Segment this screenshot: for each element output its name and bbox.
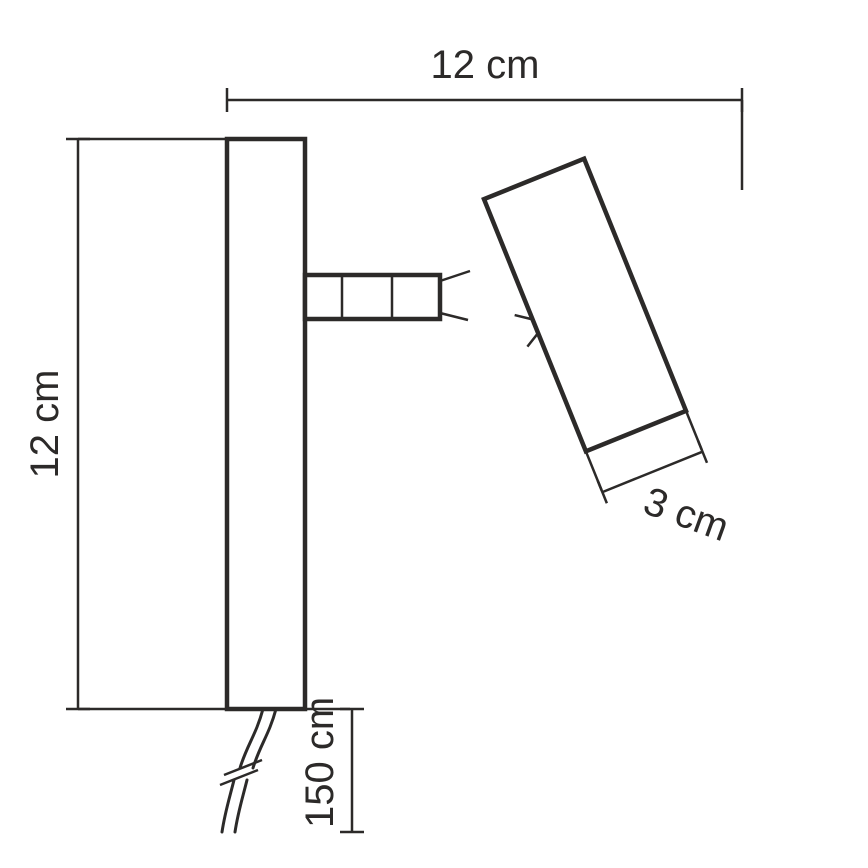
dim-width-label: 12 cm [431, 43, 540, 87]
arm [305, 275, 440, 319]
lamp-head [470, 159, 686, 457]
dim-cable-label: 150 cm [298, 697, 342, 828]
dim-head-label: 3 cm [638, 479, 735, 550]
dim-height: 12 cm [23, 139, 225, 709]
cable [220, 709, 276, 832]
dim-cable: 150 cm [298, 697, 364, 832]
base-plate [227, 139, 305, 709]
hinge [440, 271, 470, 320]
dim-height-label: 12 cm [23, 370, 67, 479]
dimension-diagram: 12 cm 12 cm 3 cm [0, 0, 868, 868]
